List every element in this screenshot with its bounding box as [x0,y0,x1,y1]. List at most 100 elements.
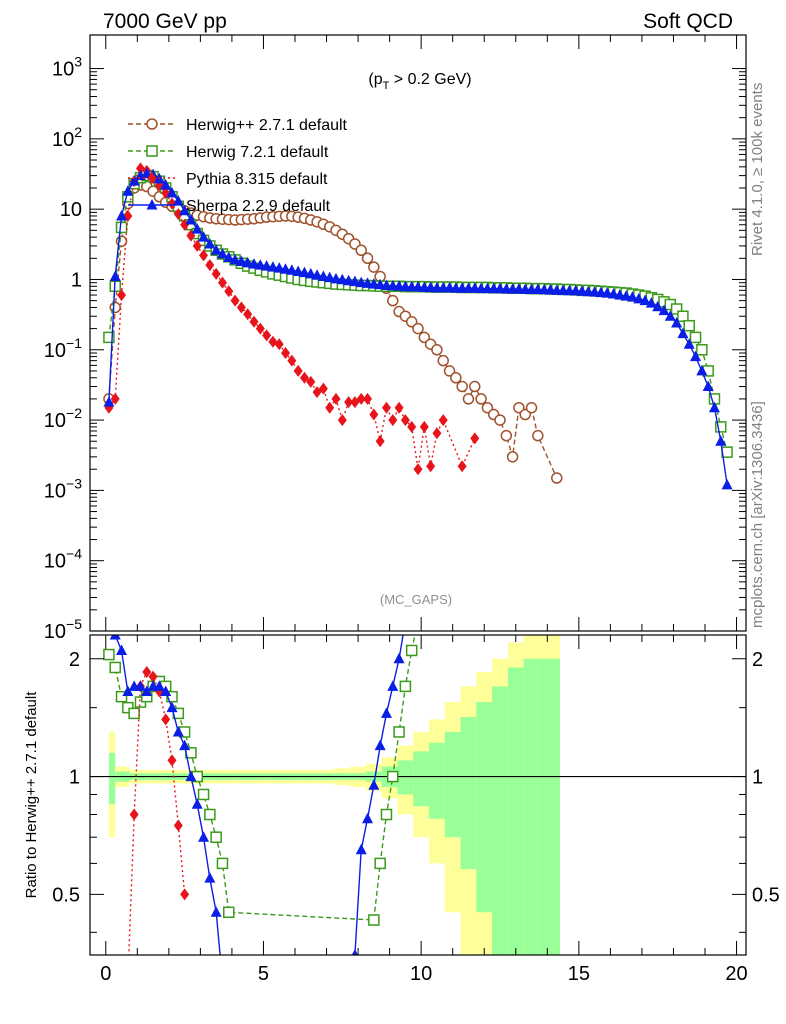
main-sherpa-2-2-9-default-point [633,292,645,304]
ratio-herwig-7-2-1-default-point [210,831,222,843]
ratio-pythia-8-315-default-point [142,666,152,679]
main-sherpa-2-2-9-default-point [626,291,638,302]
main-herwig-2-7-1-default-point [450,372,462,384]
main-pythia-8-315-default-point [281,346,291,359]
main-pythia-8-315-default-point [211,267,221,280]
main-pythia-8-315-default-point [217,276,227,289]
ratio-panel: 2 2 1 1 0.5 0.5 0 5 10 15 20 Ratio to Herwig++ 2.… [23,35,780,987]
main-pythia-8-315-default-point [318,382,328,395]
ratio-series-layer [103,608,418,987]
ratio-y-tick-label: 1 [69,767,80,789]
ratio-herwig-7-2-1-default-point [399,680,412,693]
ratio-herwig-7-2-1-default-point [368,914,380,926]
ratio-sherpa-2-2-9-default-point [217,975,228,986]
main-pythia-8-315-default-point [413,463,423,476]
main-pythia-8-315-default-point [356,392,366,405]
main-sherpa-2-2-9-default-point [671,317,683,328]
main-pythia-8-315-default-point [344,396,354,409]
main-herwig-2-7-1-default-point [355,244,367,257]
main-herwig-2-7-1-default-point [532,429,544,442]
ratio-pythia-8-315-default-point [148,670,158,683]
main-sherpa-2-2-9-default-point [216,248,228,259]
header-right: Soft QCD [643,10,733,33]
ratio-pythia-8-315-default-point [161,713,171,726]
main-herwig-7-2-1-default-point [677,310,689,322]
legend-entry: Pythia 8.315 default [128,171,328,188]
main-sherpa-2-2-9-default-point [305,267,317,279]
main-sherpa-2-2-9-default-point [324,271,336,283]
main-herwig-2-7-1-default-point [361,252,374,265]
x-tick-label: 5 [258,963,269,985]
ratio-y-tick-labels: 2 2 1 1 0.5 0.5 [52,649,780,907]
main-frame [89,34,747,632]
ratio-sherpa-2-2-9-default-point [400,615,411,626]
main-sherpa-2-2-9-default-point [191,223,203,234]
main-herwig-2-7-1-default-point [431,344,443,356]
main-pythia-8-315-default-point [432,427,442,440]
main-y-tick-label: 10−5 [44,616,82,643]
ratio-sherpa-2-2-9-default-point [141,685,153,696]
main-pythia-8-315-default-point [400,414,410,427]
main-sherpa-2-2-9-default-point [286,264,298,275]
ratio-axis-ticks [90,35,746,955]
main-y-tick-label: 10−2 [44,405,82,432]
main-pythia-8-315-default-point [363,392,373,405]
main-sherpa-2-2-9-default-point [664,310,676,321]
main-pythia-8-315-default-point [230,294,240,307]
main-pythia-8-315-default-point [369,408,379,421]
main-pythia-8-315-default-point [199,249,209,262]
ratio-herwig-7-2-1-default-point [122,701,134,714]
main-sherpa-2-2-9-default-point [179,204,191,216]
ratio-herwig-7-2-1-default-point [115,690,128,703]
ratio-herwig-7-2-1-default-point [223,906,235,919]
main-sherpa-2-2-9-default-point [172,195,184,206]
band-inner-bin [523,658,538,955]
ratio-pythia-8-315-default-point [123,975,132,987]
main-pythia-8-315-default-point [110,392,120,405]
main-sherpa-2-2-9-default-point [235,255,247,267]
ratio-sherpa-2-2-9-default-point [134,680,146,691]
ratio-herwig-7-2-1-default-point [103,648,115,661]
main-pythia-8-315-default-point [381,401,391,414]
ratio-pythia-8-315-default-point [180,888,190,901]
legend-entry: Herwig++ 2.7.1 default [128,117,348,134]
main-pythia-8-315-default-point [224,285,234,298]
main-pythia-8-315-default-point [167,197,177,210]
main-sherpa-2-2-9-default-point [702,380,714,392]
ratio-herwig-7-2-1-default-point [374,857,386,870]
header-left: 7000 GeV pp [103,10,227,33]
main-pythia-8-315-default-point [457,460,467,473]
ratio-sherpa-2-2-9-default-point [103,608,114,619]
ratio-y-tick-label-right: 0.5 [752,884,780,906]
main-sherpa-2-2-9-default-point [223,251,235,263]
legend-marker [146,145,158,157]
ratio-sherpa-2-2-9-default-point [109,635,121,640]
main-y-tick-label: 10−1 [44,335,82,362]
ratio-y-tick-label: 0.5 [52,884,80,906]
ratio-pythia-8-315-default-line [128,670,186,955]
main-herwig-2-7-1-default-point [513,401,525,414]
main-pythia-8-315-default-point [407,420,417,433]
main-herwig-7-2-1-default-point [103,331,115,344]
ratio-sherpa-2-2-9-default-point [185,770,197,782]
band-inner-bin [397,760,414,795]
main-pythia-8-315-default-point [243,308,253,321]
main-pythia-8-315-default-point [255,322,265,335]
main-herwig-2-7-1-default-point [387,294,399,307]
band-inner-bin [460,716,477,870]
main-herwig-2-7-1-default-point [481,401,494,414]
main-herwig-7-2-1-default-point [683,319,695,332]
main-sherpa-2-2-9-default-point [652,300,664,312]
main-herwig-2-7-1-default-point [551,472,563,484]
main-pythia-8-315-default-point [394,401,404,414]
ratio-herwig-7-2-1-default-point [109,661,121,674]
main-herwig-2-7-1-default-point [412,322,424,335]
x-tick-label: 20 [725,963,747,985]
ratio-sherpa-2-2-9-default-point [172,725,184,737]
ratio-sherpa-2-2-9-default-point [210,906,222,917]
ratio-sherpa-2-2-9-default-point [368,779,380,790]
main-pythia-8-315-default-point [274,338,284,351]
main-pythia-8-315-default-point [287,354,297,367]
main-sherpa-2-2-9-default-point [185,214,197,225]
